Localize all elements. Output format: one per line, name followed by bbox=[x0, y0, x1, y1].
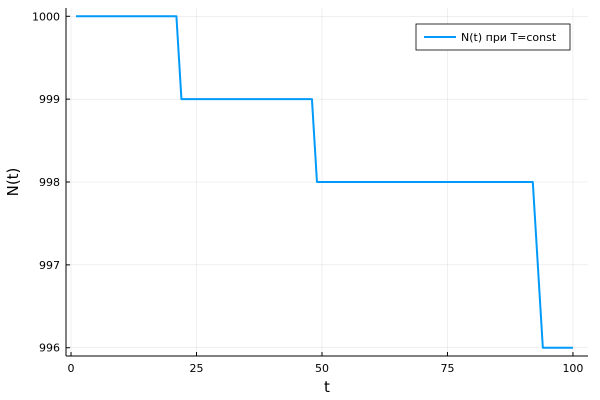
series-line bbox=[76, 15, 573, 349]
x-axis-label: t bbox=[324, 378, 330, 396]
y-tick-label: 996 bbox=[39, 342, 60, 355]
y-tick-label: 999 bbox=[39, 93, 60, 106]
legend: N(t) при T=const bbox=[415, 23, 571, 51]
y-tick-label: 997 bbox=[39, 259, 60, 272]
y-tick-label: 998 bbox=[39, 176, 60, 189]
x-tick-label: 100 bbox=[562, 362, 583, 375]
legend-label: N(t) при T=const bbox=[461, 31, 557, 44]
grid bbox=[66, 8, 588, 356]
x-tick-label: 50 bbox=[315, 362, 329, 375]
x-tick-label: 0 bbox=[68, 362, 75, 375]
ticks: 0 25 50 75 100 996 997 998 999 1000 bbox=[32, 10, 583, 375]
y-axis-label: N(t) bbox=[4, 168, 22, 197]
x-tick-label: 25 bbox=[190, 362, 204, 375]
series bbox=[76, 15, 573, 349]
x-tick-label: 75 bbox=[440, 362, 454, 375]
y-tick-label: 1000 bbox=[32, 10, 60, 23]
